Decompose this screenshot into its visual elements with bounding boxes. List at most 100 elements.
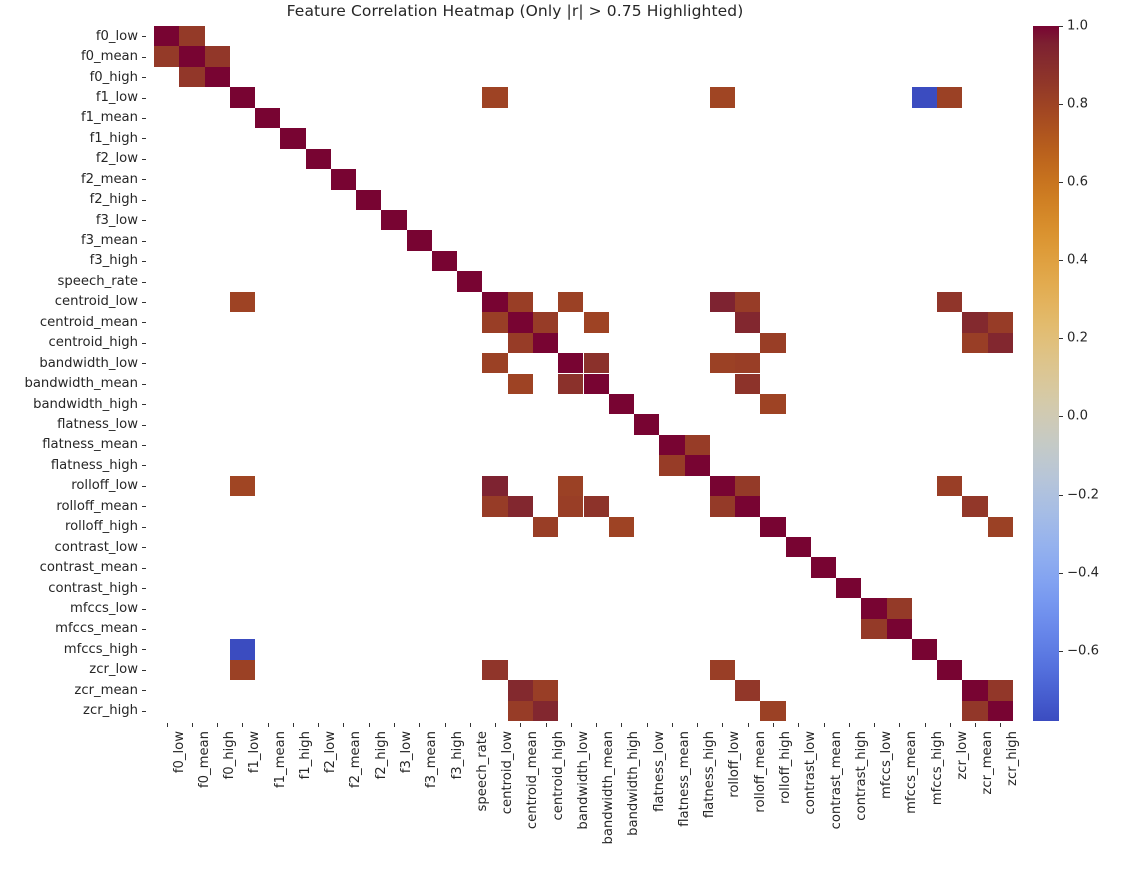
y-axis-tick-label: zcr_mean — [74, 682, 138, 698]
heatmap-cell — [659, 434, 685, 456]
colorbar-tick-label: 0.2 — [1067, 330, 1088, 346]
x-axis-tick-label: flatness_high — [702, 731, 718, 819]
heatmap-cell — [532, 680, 559, 701]
y-axis-tick-label: f1_low — [95, 89, 138, 105]
x-axis-tick-label: f0_high — [222, 731, 238, 780]
heatmap-cell — [507, 332, 533, 354]
x-axis-tick-label: speech_rate — [474, 731, 490, 812]
colorbar-tick-mark — [1059, 572, 1063, 574]
y-axis-tick-mark — [142, 710, 146, 712]
x-axis-tick-mark — [975, 723, 977, 727]
colorbar-tick-mark — [1059, 104, 1063, 106]
x-axis-tick-mark — [469, 723, 471, 727]
heatmap-cell — [154, 46, 180, 67]
x-axis-tick-label: flatness_low — [651, 731, 667, 812]
y-axis-labels: f0_low f0_mean f0_high f1_low f1_mean f1_high… — [0, 26, 146, 721]
heatmap-cell — [179, 66, 205, 88]
heatmap-cell — [558, 353, 584, 374]
colorbar-tick-mark — [1059, 650, 1063, 652]
x-axis-tick-label: bandwidth_low — [575, 731, 591, 830]
y-axis-tick-label: bandwidth_low — [39, 355, 138, 371]
heatmap-cell — [583, 312, 609, 333]
heatmap-cell — [962, 332, 988, 354]
heatmap-cell — [482, 496, 508, 517]
colorbar-tick-label: 0.4 — [1067, 252, 1088, 268]
heatmap-cell — [760, 700, 786, 721]
y-axis-tick-label: flatness_high — [50, 457, 138, 473]
x-axis-tick-mark — [924, 723, 926, 727]
y-axis-tick-mark — [142, 547, 146, 549]
x-axis-tick-label: f2_mean — [348, 731, 364, 789]
x-axis-tick-label: f1_mean — [272, 731, 288, 789]
x-axis-tick-label: f3_mean — [424, 731, 440, 789]
x-axis-tick-mark — [848, 723, 850, 727]
y-axis-tick-mark — [142, 404, 146, 406]
heatmap-cell — [735, 353, 761, 374]
x-axis-tick-label: rolloff_low — [727, 731, 743, 798]
colorbar-tick-label: 0.6 — [1067, 174, 1088, 190]
heatmap-cell — [305, 148, 331, 170]
y-axis-tick-mark — [142, 281, 146, 283]
y-axis-tick-mark — [142, 445, 146, 447]
x-axis-tick-mark — [267, 723, 269, 727]
heatmap-cell — [482, 87, 508, 108]
heatmap-cell — [482, 312, 508, 333]
heatmap-cell — [583, 353, 609, 374]
y-axis-tick-label: mfccs_mean — [55, 621, 138, 637]
y-axis-tick-label: flatness_mean — [42, 437, 138, 453]
colorbar-tick-label: 1.0 — [1067, 18, 1088, 34]
heatmap-cell — [381, 209, 407, 231]
y-axis-tick-label: zcr_high — [83, 703, 138, 719]
x-axis-tick-mark — [798, 723, 800, 727]
x-axis-tick-label: rolloff_mean — [752, 731, 768, 813]
heatmap-cell — [507, 496, 533, 517]
x-axis-tick-label: mfccs_low — [879, 731, 895, 799]
x-axis-tick-mark — [1000, 723, 1002, 727]
y-axis-tick-mark — [142, 97, 146, 99]
x-axis-tick-mark — [570, 723, 572, 727]
y-axis-tick-label: bandwidth_high — [33, 396, 138, 412]
y-axis-tick-label: f1_mean — [80, 110, 138, 126]
y-axis-tick-mark — [142, 158, 146, 160]
y-axis-tick-label: f0_mean — [80, 49, 138, 65]
heatmap-cell — [987, 332, 1013, 354]
heatmap-cell — [179, 26, 205, 47]
y-axis-tick-mark — [142, 322, 146, 324]
y-axis-tick-mark — [142, 649, 146, 651]
y-axis-tick-label: contrast_mean — [39, 560, 138, 576]
heatmap-cell — [204, 46, 230, 67]
y-axis-tick-label: f1_high — [89, 130, 138, 146]
heatmap-cell — [583, 373, 609, 394]
heatmap-cell — [204, 66, 230, 88]
y-axis-tick-label: bandwidth_mean — [24, 376, 138, 392]
x-axis-tick-mark — [217, 723, 219, 727]
heatmap-cell — [431, 250, 458, 272]
chart-title: Feature Correlation Heatmap (Only |r| > … — [286, 2, 744, 20]
heatmap-cell — [356, 189, 382, 210]
heatmap-cell — [457, 271, 483, 292]
x-axis-tick-label: f0_mean — [196, 731, 212, 789]
x-axis-tick-mark — [646, 723, 648, 727]
heatmap-cell — [709, 87, 736, 108]
y-axis-tick-mark — [142, 608, 146, 610]
heatmap-cell — [507, 312, 533, 333]
x-axis-tick-mark — [874, 723, 876, 727]
x-axis-tick-label: rolloff_high — [777, 731, 793, 805]
heatmap-cell — [735, 373, 761, 394]
y-axis-tick-mark — [142, 383, 146, 385]
heatmap-cell — [810, 557, 837, 578]
y-axis-tick-mark — [142, 179, 146, 181]
colorbar-tick-mark — [1059, 182, 1063, 184]
x-axis-tick-label: zcr_low — [954, 731, 970, 780]
heatmap-cell — [608, 516, 634, 538]
x-axis-tick-mark — [292, 723, 294, 727]
colorbar-tick-label: −0.2 — [1067, 487, 1100, 503]
y-axis-tick-label: centroid_mean — [39, 314, 138, 330]
y-axis-tick-mark — [142, 506, 146, 508]
heatmap-cell — [558, 291, 584, 313]
y-axis-tick-label: f3_low — [95, 212, 138, 228]
heatmap-cell — [735, 312, 761, 333]
y-axis-tick-label: mfccs_low — [70, 600, 138, 616]
x-axis-tick-label: f3_high — [449, 731, 465, 780]
heatmap-cell — [608, 393, 634, 415]
